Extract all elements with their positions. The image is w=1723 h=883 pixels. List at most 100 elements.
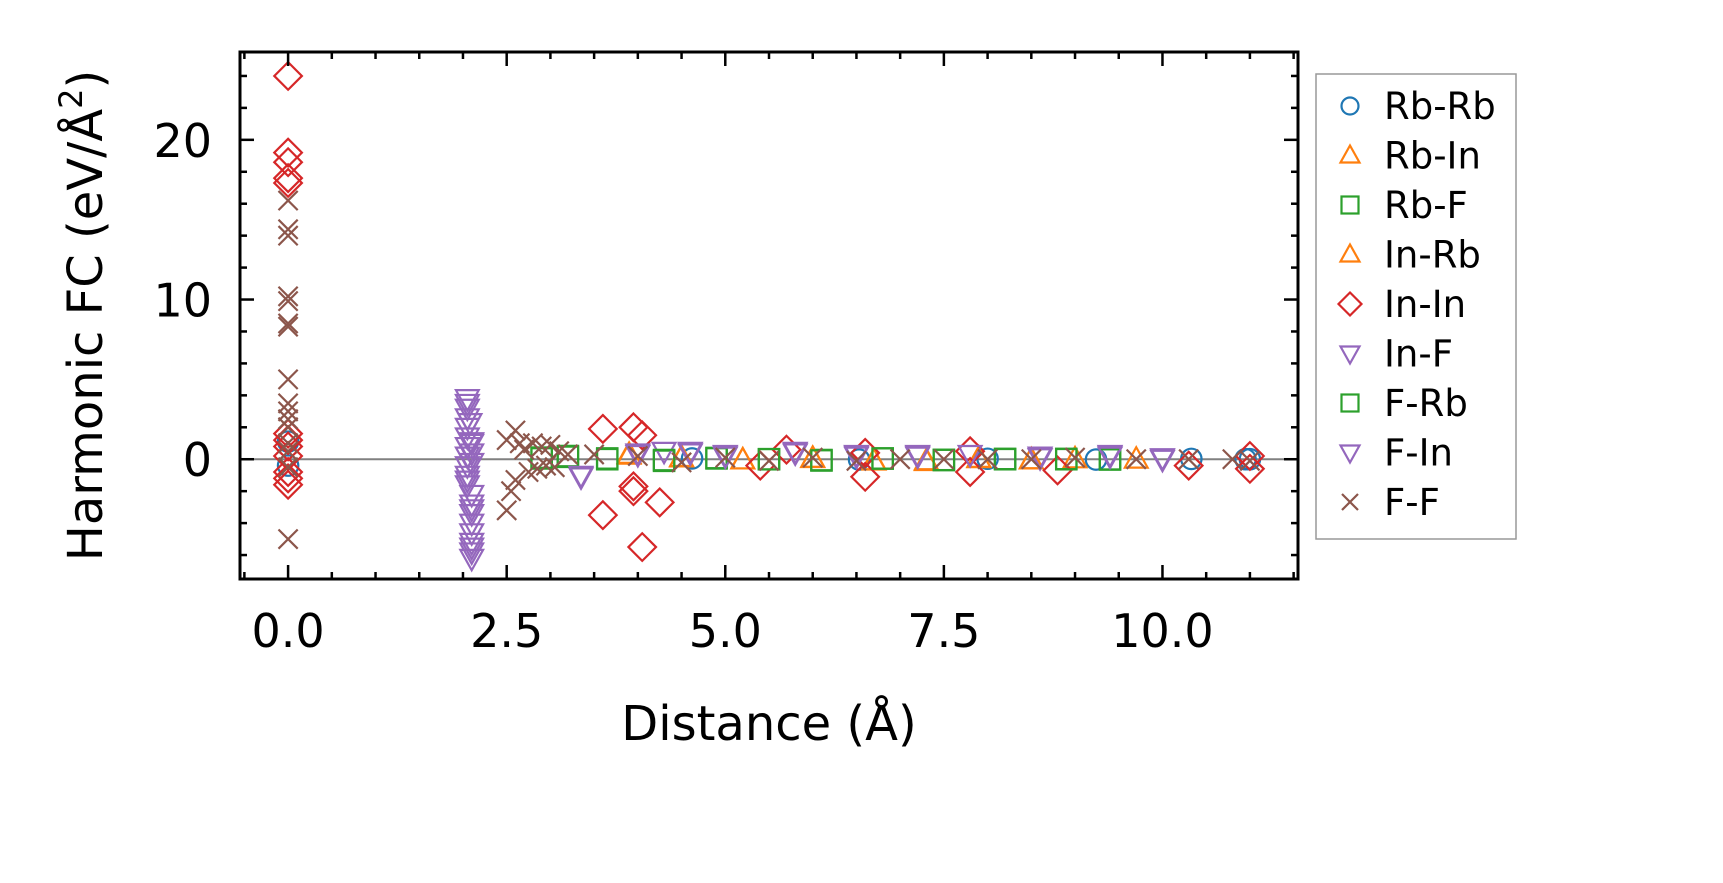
data-point-in-in <box>618 471 649 502</box>
data-point-f-f <box>1239 450 1261 472</box>
data-point-f-f <box>758 450 780 472</box>
data-point-f-f <box>977 448 998 470</box>
legend-label: In-F <box>1384 333 1453 376</box>
x-tick-label: 2.5 <box>470 604 543 658</box>
legend: Rb-Rb Rb-In Rb-F In-Rb In-In In-F F-Rb F-In F-F <box>1315 73 1517 540</box>
legend-item: In-In <box>1336 283 1466 326</box>
data-point-in-in <box>272 456 304 488</box>
data-point-f-in <box>843 446 870 471</box>
data-point-f-f <box>277 400 299 422</box>
data-point-in-f <box>458 548 485 573</box>
data-point-f-in <box>458 432 485 456</box>
data-point-f-in <box>781 443 809 468</box>
data-point-f-in <box>624 444 652 469</box>
data-markers <box>272 60 1266 573</box>
data-point-f-in <box>1149 449 1176 474</box>
data-point-in-in <box>272 162 304 194</box>
data-point-in-in <box>272 167 304 199</box>
data-point-f-f <box>540 434 561 456</box>
data-point-f-f <box>277 528 299 550</box>
y-axis-label-main: Harmonic FC (eV/Å <box>57 109 114 562</box>
data-point-f-f <box>714 447 736 469</box>
data-point-in-in <box>272 146 304 178</box>
legend-item: F-F <box>1341 481 1440 524</box>
legend-item: In-F <box>1338 333 1453 376</box>
data-point-f-rb <box>993 447 1017 471</box>
y-axis-label: Harmonic FC (eV/Å2) <box>52 70 114 562</box>
legend-marker-rb-f <box>1340 195 1360 215</box>
data-point-f-in <box>904 446 931 471</box>
data-point-f-f <box>277 316 299 338</box>
data-point-f-f <box>277 290 299 312</box>
data-point-f-f <box>583 444 605 465</box>
legend-marker-f-rb <box>1340 393 1360 413</box>
legend-label: F-F <box>1384 481 1440 524</box>
legend-item: Rb-F <box>1340 184 1468 227</box>
data-point-f-in <box>454 470 481 495</box>
data-point-f-f <box>802 447 824 469</box>
data-point-f-in <box>1096 446 1124 471</box>
data-point-f-f <box>505 420 526 441</box>
data-point-in-in <box>626 419 658 451</box>
y-axis-label-suffix: ) <box>58 70 114 89</box>
data-point-in-in <box>587 499 619 531</box>
data-point-f-f <box>277 456 299 478</box>
legend-label: Rb-F <box>1384 184 1468 227</box>
legend-item: In-Rb <box>1338 234 1481 277</box>
data-point-f-f <box>277 369 299 390</box>
data-point-in-in <box>1173 450 1205 481</box>
data-point-in-in <box>272 137 304 168</box>
data-point-f-f <box>1178 448 1200 470</box>
data-point-f-f <box>1064 447 1086 469</box>
data-point-in-in <box>618 475 649 507</box>
data-point-f-f <box>513 439 535 461</box>
series-f-f <box>277 190 1261 550</box>
data-point-f-rb <box>556 445 580 469</box>
data-point-f-f <box>671 452 692 473</box>
y-tick-label: 10 <box>153 274 212 328</box>
data-point-f-f <box>500 480 522 502</box>
data-point-in-in <box>1234 453 1266 485</box>
legend-item: Rb-In <box>1338 135 1481 178</box>
legend-marker-rb-rb <box>1340 96 1360 116</box>
data-point-f-f <box>1020 448 1042 470</box>
data-point-f-in <box>567 465 595 490</box>
data-point-f-in <box>677 443 704 468</box>
tick-labels: 0.0 2.5 5.0 7.5 10.0 0 10 20 <box>153 114 1213 658</box>
series-f-rb <box>530 445 1122 472</box>
data-point-f-f <box>277 190 299 211</box>
data-point-in-in <box>587 413 619 445</box>
data-point-f-f <box>933 448 955 470</box>
data-point-f-f <box>277 392 299 414</box>
legend-item: F-Rb <box>1340 382 1468 425</box>
x-tick-label: 5.0 <box>689 604 762 658</box>
data-point-f-f <box>277 432 299 454</box>
data-point-in-rb <box>729 445 757 470</box>
legend-marker-rb-in <box>1338 143 1362 164</box>
data-point-in-f <box>650 441 678 466</box>
legend-label: In-In <box>1384 283 1466 326</box>
data-point-rb-in <box>1122 444 1150 469</box>
x-axis-label: Distance (Å) <box>621 695 916 752</box>
data-point-f-f <box>277 313 299 334</box>
legend-item: Rb-Rb <box>1340 85 1496 128</box>
data-point-in-in <box>626 531 658 563</box>
data-point-f-f <box>277 416 299 438</box>
data-point-f-f <box>277 218 299 240</box>
data-point-in-rb <box>1018 445 1045 470</box>
data-point-in-in <box>272 463 304 494</box>
data-point-f-in <box>712 446 739 471</box>
legend-label: Rb-In <box>1384 135 1481 178</box>
legend-marker-in-f <box>1338 345 1362 366</box>
data-point-f-f <box>505 469 526 491</box>
y-tick-label: 0 <box>183 433 212 487</box>
data-point-in-in <box>272 60 304 92</box>
data-point-f-f <box>1222 448 1243 470</box>
legend-label: F-Rb <box>1384 382 1468 425</box>
data-point-in-in <box>849 461 881 493</box>
data-point-f-rb <box>595 447 619 471</box>
legend-label: F-In <box>1384 432 1453 475</box>
y-tick-label: 20 <box>153 114 212 168</box>
data-point-f-rb <box>871 447 894 470</box>
